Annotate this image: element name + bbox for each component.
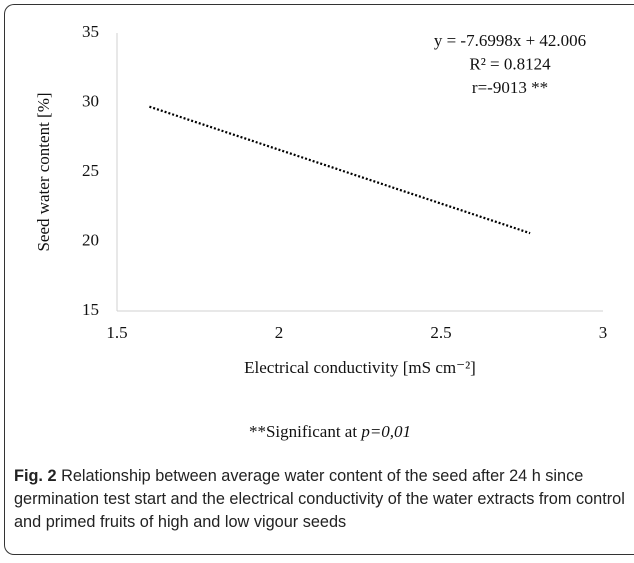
trend-line <box>149 105 531 235</box>
y-axis-label: Seed water content [%] <box>34 92 53 251</box>
frame <box>4 4 634 555</box>
annotation: y = -7.6998x + 42.006 <box>434 31 586 50</box>
note-italic: p=0,01 <box>360 422 411 441</box>
annotation: R² = 0.8124 <box>469 54 551 73</box>
y-tick-label: 35 <box>82 22 99 41</box>
y-tick-label: 30 <box>82 91 99 110</box>
note-text: **Significant at <box>249 422 361 441</box>
x-tick-label: 3 <box>599 323 608 342</box>
caption: Fig. 2 Relationship between average wate… <box>14 465 626 534</box>
caption-label: Fig. 2 <box>14 467 57 485</box>
x-axis-label: Electrical conductivity [mS cm⁻²] <box>244 358 476 377</box>
caption-text: Relationship between average water conte… <box>14 467 625 531</box>
note: **Significant at p=0,01 <box>249 422 411 441</box>
y-tick-label: 25 <box>82 161 99 180</box>
y-tick-label: 20 <box>82 230 99 249</box>
x-tick-label: 1.5 <box>106 323 127 342</box>
y-tick-label: 15 <box>82 300 99 319</box>
annotation: r=-9013 ** <box>472 78 548 97</box>
x-tick-label: 2 <box>275 323 284 342</box>
x-tick-label: 2.5 <box>430 323 451 342</box>
